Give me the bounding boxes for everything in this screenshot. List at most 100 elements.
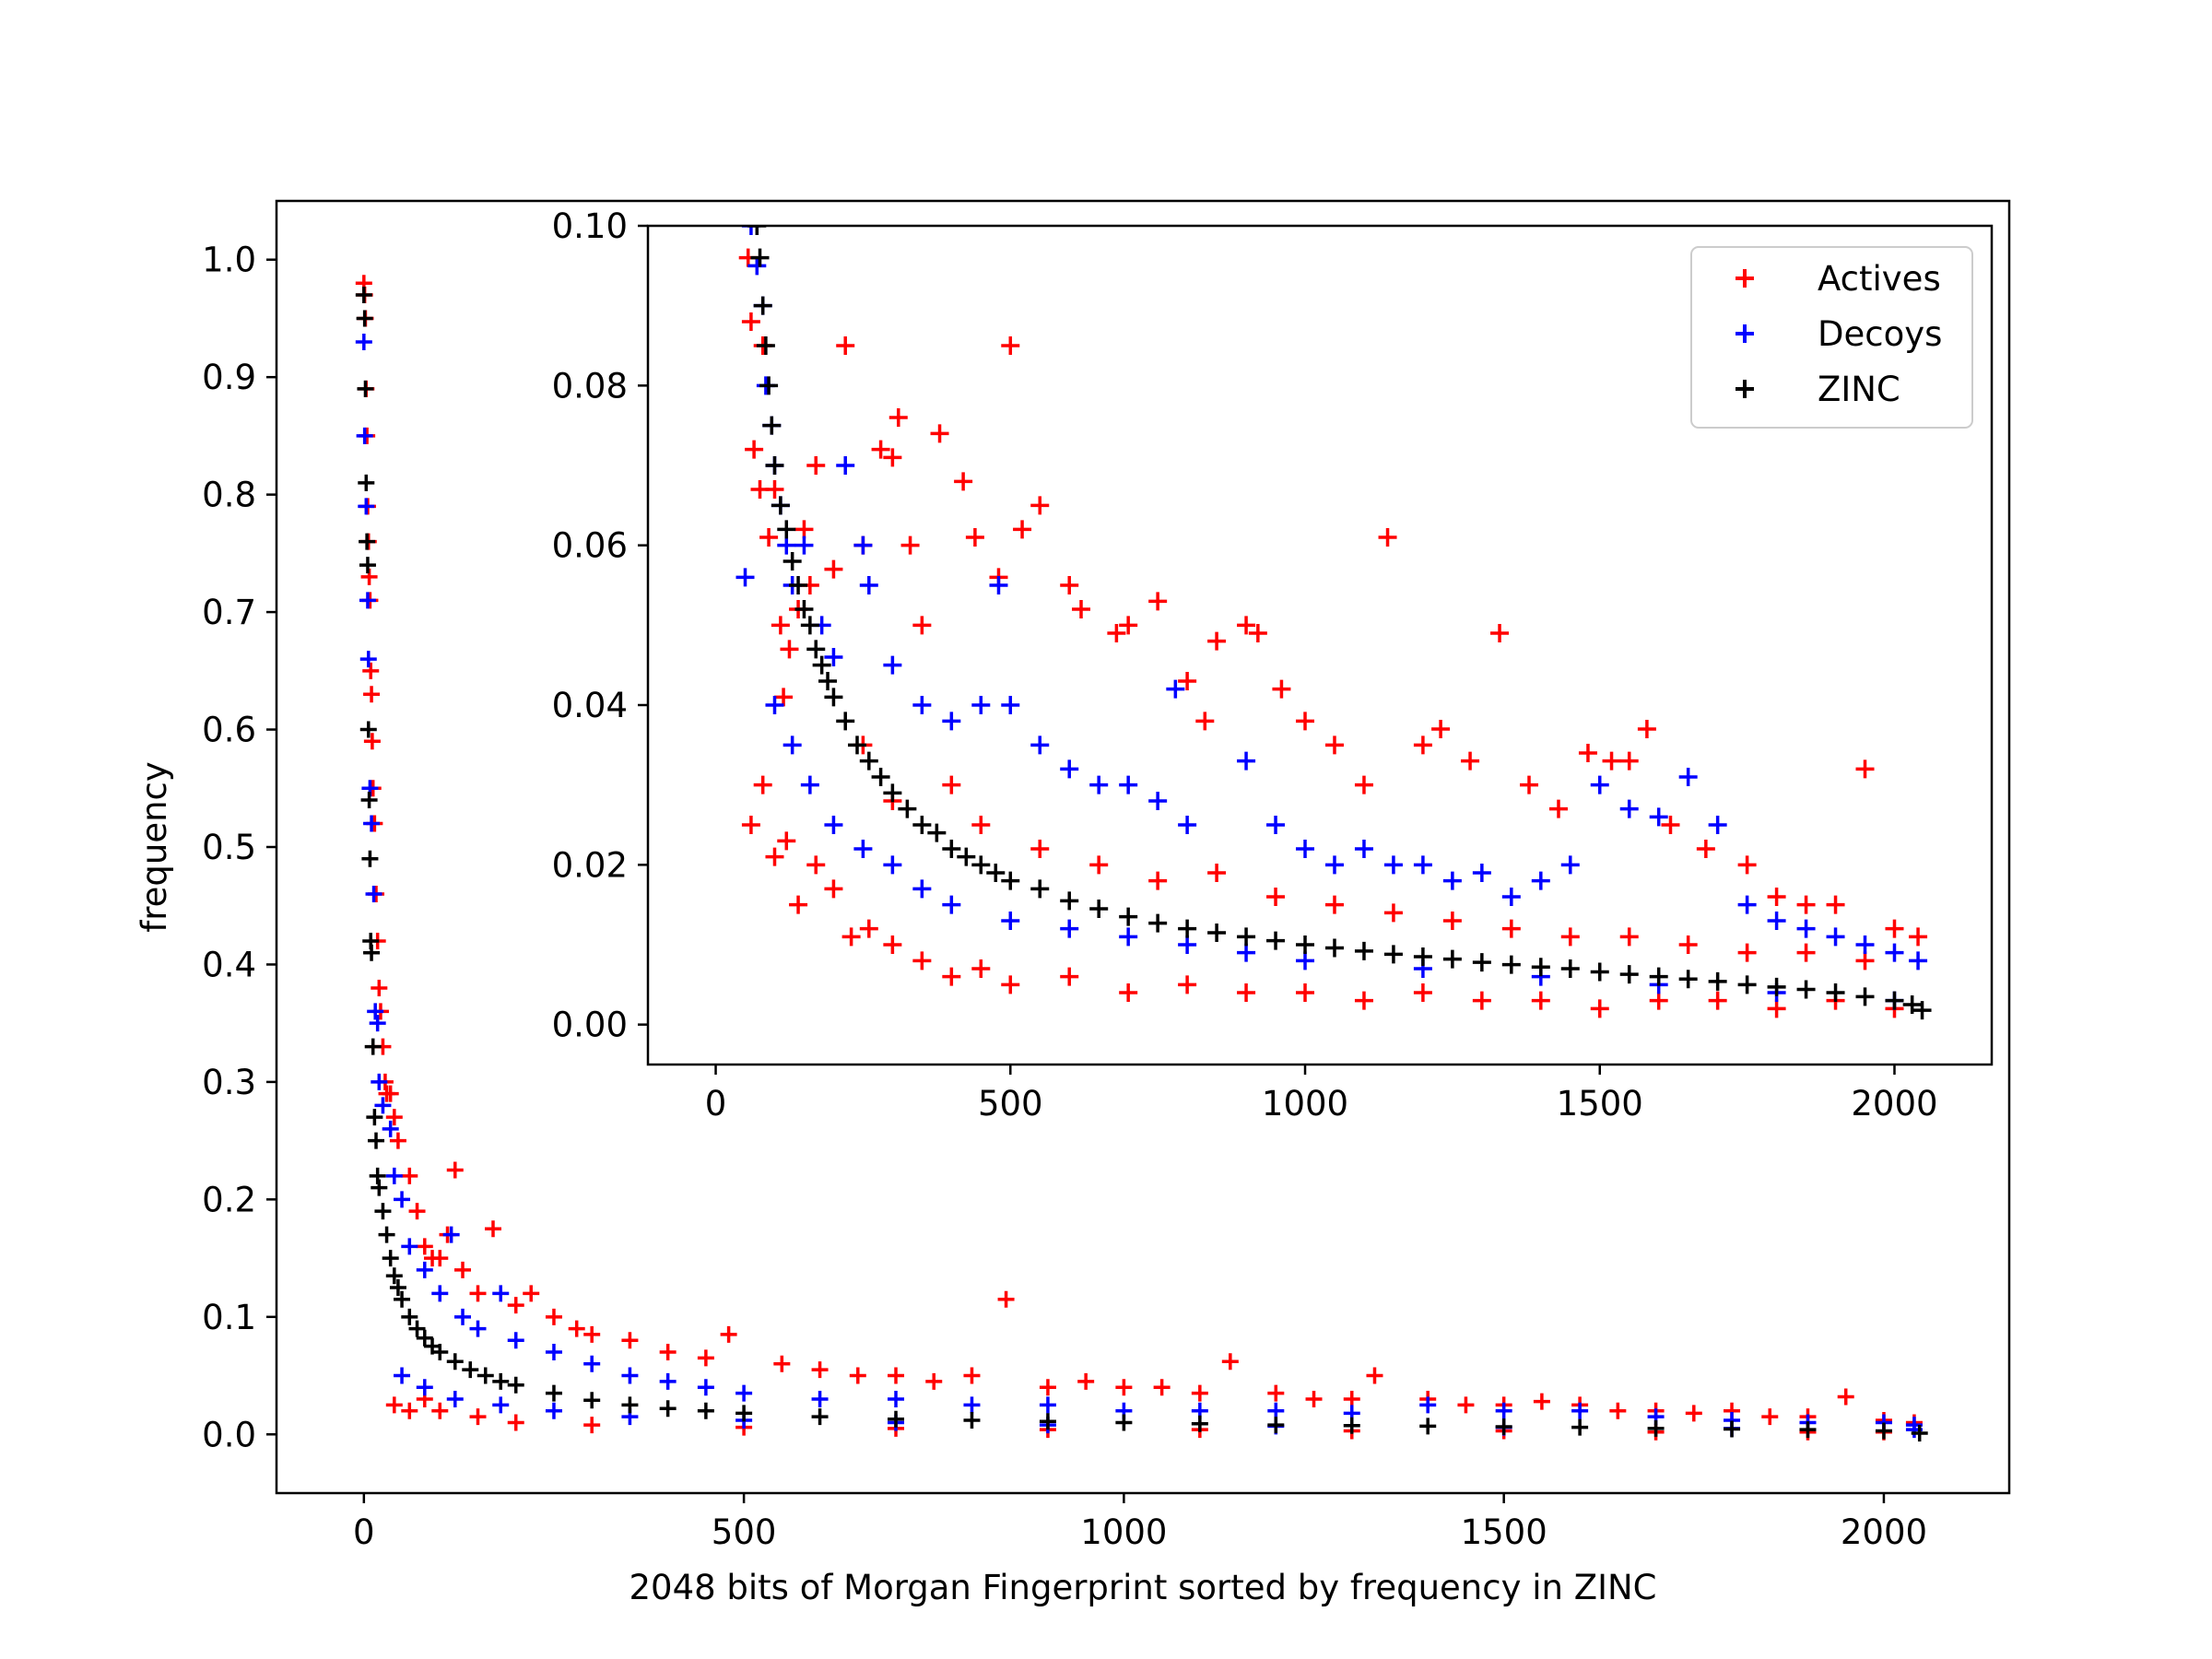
point-actives: [971, 959, 991, 978]
point-decoys: [963, 1396, 981, 1414]
x-tick-label: 0: [705, 1084, 727, 1124]
point-actives: [1413, 983, 1432, 1002]
point-actives: [1837, 1388, 1854, 1406]
point-actives: [1548, 799, 1568, 818]
point-zinc: [1885, 991, 1904, 1010]
point-actives: [385, 1396, 403, 1414]
x-tick-label: 500: [712, 1512, 777, 1552]
y-tick-label: 0.9: [202, 358, 256, 397]
point-actives: [888, 408, 908, 427]
point-zinc: [759, 376, 779, 395]
point-zinc: [1708, 971, 1727, 991]
point-zinc: [1911, 1425, 1928, 1441]
point-zinc: [942, 840, 961, 858]
point-decoys: [1560, 855, 1580, 875]
point-decoys: [811, 1391, 829, 1408]
y-tick-label: 0.04: [552, 686, 628, 725]
point-decoys: [1266, 816, 1286, 834]
point-decoys: [1767, 912, 1786, 930]
point-actives: [545, 1308, 562, 1325]
point-actives: [1267, 1384, 1285, 1402]
point-decoys: [431, 1285, 449, 1302]
main-points: [355, 275, 1928, 1441]
point-zinc: [836, 712, 855, 731]
point-decoys: [446, 1391, 464, 1408]
point-actives: [1826, 895, 1845, 914]
point-actives: [431, 1250, 449, 1267]
point-zinc: [382, 1250, 399, 1267]
point-actives: [1533, 1393, 1550, 1410]
point-decoys: [741, 226, 760, 235]
point-zinc: [765, 456, 784, 475]
legend-label-decoys: Decoys: [1818, 314, 1942, 354]
point-actives: [408, 1203, 426, 1220]
point-decoys: [359, 592, 376, 609]
point-actives: [824, 559, 843, 579]
point-actives: [583, 1417, 601, 1434]
point-zinc: [1115, 1414, 1133, 1431]
point-decoys: [1089, 775, 1109, 794]
point-actives: [454, 1261, 472, 1278]
point-decoys: [356, 427, 373, 444]
point-decoys: [1030, 735, 1050, 755]
point-actives: [1324, 895, 1344, 914]
point-actives: [759, 528, 779, 547]
point-zinc: [1207, 924, 1227, 942]
point-zinc: [401, 1308, 418, 1325]
point-actives: [1649, 991, 1668, 1010]
point-actives: [1661, 816, 1680, 834]
point-actives: [883, 935, 902, 954]
point-actives: [1696, 840, 1715, 858]
x-tick-label: 1500: [1461, 1512, 1547, 1552]
point-zinc: [583, 1392, 601, 1409]
point-actives: [765, 847, 784, 866]
point-zinc: [848, 735, 867, 755]
point-actives: [1191, 1384, 1208, 1402]
point-zinc: [1089, 900, 1109, 918]
point-zinc: [366, 1109, 383, 1126]
x-tick-label: 0: [353, 1512, 375, 1552]
point-decoys: [363, 815, 381, 832]
point-actives: [1461, 751, 1480, 771]
point-actives: [363, 686, 381, 703]
legend-label-actives: Actives: [1818, 259, 1941, 299]
point-zinc: [385, 1267, 403, 1285]
point-decoys: [1419, 1396, 1437, 1414]
point-zinc: [806, 640, 826, 659]
point-actives: [1796, 895, 1816, 914]
point-zinc: [364, 1038, 382, 1055]
point-decoys: [492, 1285, 510, 1302]
point-actives: [883, 448, 902, 467]
point-zinc: [789, 576, 808, 594]
point-zinc: [912, 816, 932, 834]
y-tick-label: 0.08: [552, 366, 628, 406]
point-zinc: [1148, 913, 1168, 933]
point-actives: [363, 733, 381, 750]
point-actives: [1383, 903, 1403, 923]
point-actives: [1178, 975, 1197, 994]
point-actives: [1089, 855, 1109, 875]
legend-frame: [1690, 246, 1973, 429]
point-zinc: [1767, 977, 1786, 996]
point-actives: [485, 1220, 501, 1238]
point-actives: [1855, 759, 1875, 779]
point-actives: [753, 775, 772, 794]
point-actives: [1001, 975, 1020, 994]
point-zinc: [1647, 1419, 1665, 1437]
point-zinc: [1875, 1422, 1892, 1440]
point-actives: [659, 1344, 677, 1361]
point-actives: [1909, 927, 1928, 947]
point-actives: [1413, 735, 1432, 755]
point-actives: [774, 688, 794, 707]
point-zinc: [363, 944, 381, 961]
point-zinc: [957, 847, 976, 866]
point-actives: [780, 640, 799, 659]
point-actives: [1431, 720, 1451, 738]
point-zinc: [898, 799, 917, 818]
point-actives: [745, 440, 764, 459]
y-tick-label: 0.4: [202, 945, 256, 984]
x-tick-label: 2000: [1851, 1084, 1937, 1124]
point-decoys: [416, 1379, 433, 1396]
inset-axes-frame: [646, 224, 1994, 1066]
